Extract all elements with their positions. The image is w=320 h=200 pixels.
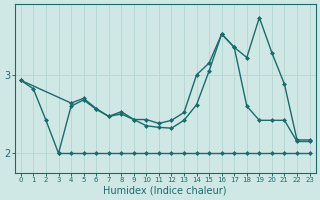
X-axis label: Humidex (Indice chaleur): Humidex (Indice chaleur) bbox=[103, 186, 227, 196]
